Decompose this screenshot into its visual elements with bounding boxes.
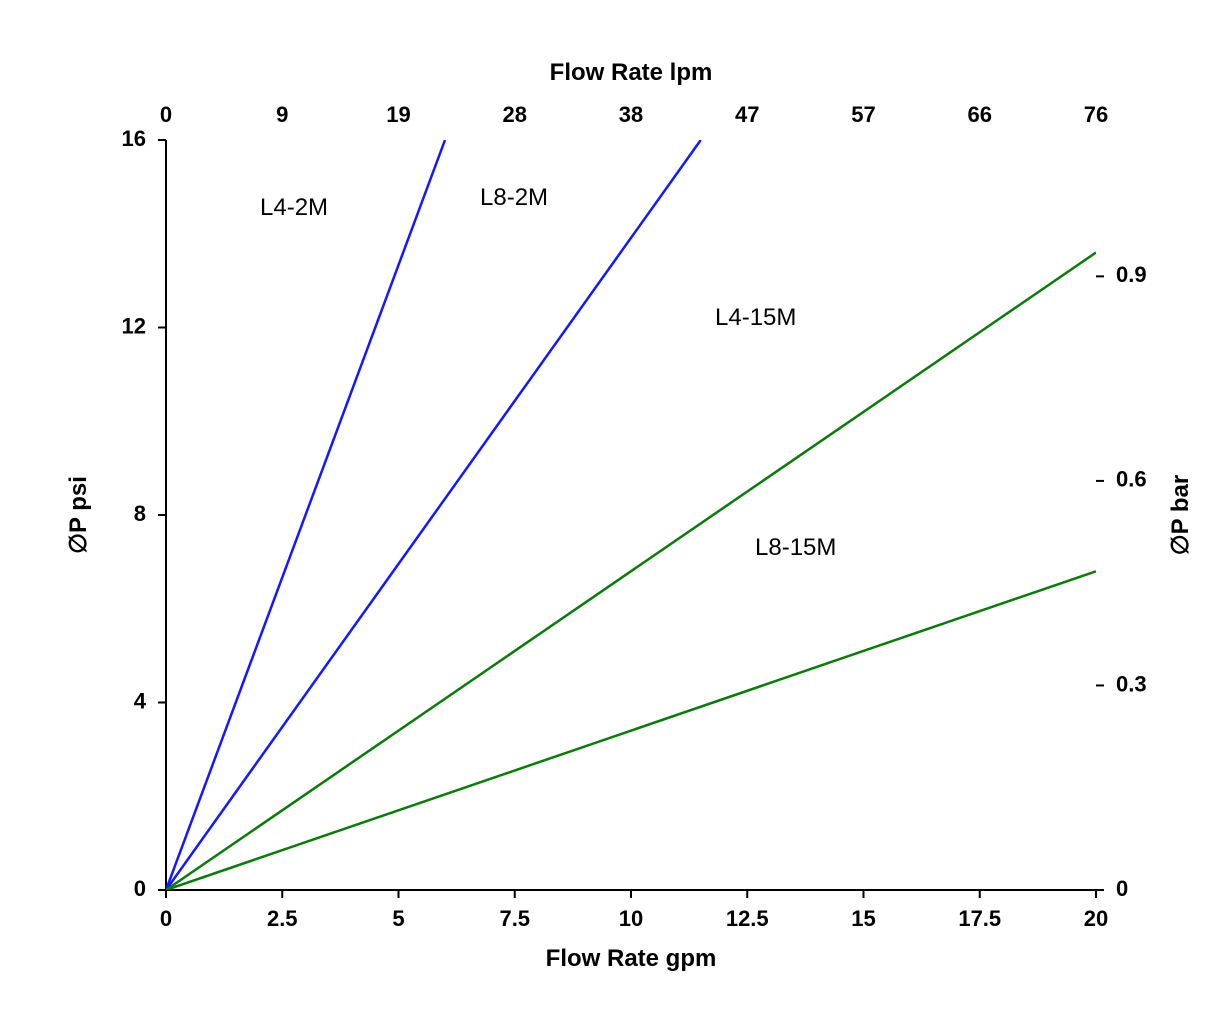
x-bottom-tick-label: 17.5 <box>958 906 1001 931</box>
x-top-tick-label: 66 <box>968 102 992 127</box>
x-bottom-tick-label: 0 <box>160 906 172 931</box>
x-top-tick-label: 57 <box>851 102 875 127</box>
x-bottom-tick-label: 2.5 <box>267 906 298 931</box>
y-left-tick-label: 16 <box>122 126 146 151</box>
x-bottom-tick-label: 5 <box>392 906 404 931</box>
series-label-L8-15M: L8-15M <box>755 534 836 561</box>
x-top-tick-label: 0 <box>160 102 172 127</box>
x-bottom-tick-label: 12.5 <box>726 906 769 931</box>
y-left-tick-label: 8 <box>134 501 146 526</box>
x-top-axis-label: Flow Rate lpm <box>550 59 713 86</box>
x-bottom-tick-label: 10 <box>619 906 643 931</box>
chart-svg: 0 2.5 5 7.5 10 12.5 15 17.5 20 Flow Rate gpm 0 9 19 2… <box>0 0 1214 1018</box>
y-right-tick-label: 0.6 <box>1116 467 1147 492</box>
x-bottom-axis-label: Flow Rate gpm <box>546 945 717 972</box>
x-top-tick-label: 38 <box>619 102 643 127</box>
x-top-tick-label: 9 <box>276 102 288 127</box>
y-left-tick-label: 12 <box>122 313 146 338</box>
x-top-tick-label: 28 <box>503 102 527 127</box>
x-bottom-tick-label: 15 <box>851 906 875 931</box>
x-top-tick-label: 19 <box>386 102 410 127</box>
y-right-tick-label: 0 <box>1116 876 1128 901</box>
y-right-tick-label: 0.3 <box>1116 671 1147 696</box>
x-top-tick-label: 76 <box>1084 102 1108 127</box>
x-top-tick-label: 47 <box>735 102 759 127</box>
y-left-axis-label: ∅P psi <box>65 476 92 554</box>
y-left-tick-label: 0 <box>134 876 146 901</box>
series-label-L4-15M: L4-15M <box>715 304 796 331</box>
y-right-axis-label: ∅P bar <box>1167 475 1194 556</box>
y-right-tick-label: 0.9 <box>1116 262 1147 287</box>
series-label-L4-2M: L4-2M <box>260 194 328 221</box>
x-bottom-tick-label: 7.5 <box>499 906 530 931</box>
y-left-tick-label: 4 <box>134 688 147 713</box>
pressure-flow-chart: 0 2.5 5 7.5 10 12.5 15 17.5 20 Flow Rate gpm 0 9 19 2… <box>0 0 1214 1018</box>
x-bottom-tick-label: 20 <box>1084 906 1108 931</box>
series-label-L8-2M: L8-2M <box>480 184 548 211</box>
